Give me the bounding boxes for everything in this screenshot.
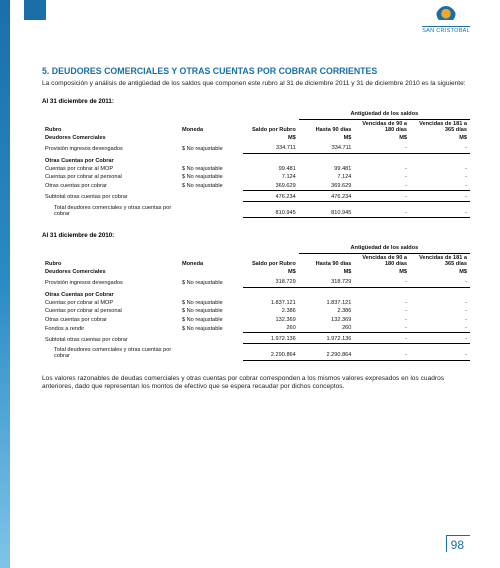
page-number: 98 bbox=[446, 535, 470, 552]
col-moneda: Moneda bbox=[179, 119, 243, 134]
col-h90: Hasta 90 días bbox=[299, 119, 355, 134]
footer-paragraph: Los valores razonables de deudas comerci… bbox=[42, 375, 470, 391]
row-otras-title: Otras Cuentas por Cobrar bbox=[42, 153, 470, 165]
section-title: 5. DEUDORES COMERCIALES Y OTRAS CUENTAS … bbox=[42, 66, 470, 76]
col-saldo: Saldo por Rubro bbox=[243, 119, 299, 134]
table-2011: Al 31 diciembre de 2011: Antigüedad de l… bbox=[42, 98, 470, 218]
intro-paragraph: La composición y análisis de antigüedad … bbox=[42, 80, 470, 88]
table-2011-grid: Antigüedad de los saldos Rubro Moneda Sa… bbox=[42, 110, 470, 218]
page-content: 5. DEUDORES COMERCIALES Y OTRAS CUENTAS … bbox=[42, 66, 470, 391]
brand-logo: SAN CRISTOBAL bbox=[422, 6, 470, 34]
brand-logo-label: SAN CRISTOBAL bbox=[422, 26, 470, 34]
table-2010: Al 31 diciembre de 2010: Antigüedad de l… bbox=[42, 232, 470, 360]
table-2010-grid: Antigüedad de los saldos Rubro Moneda Sa… bbox=[42, 244, 470, 360]
table-2010-date: Al 31 diciembre de 2010: bbox=[42, 232, 470, 239]
row-deudores: Deudores Comerciales bbox=[42, 134, 179, 142]
col-antiguedad: Antigüedad de los saldos bbox=[299, 110, 470, 119]
left-gradient-bar bbox=[0, 0, 10, 568]
col-h365: Vencidas de 181 a 365 días bbox=[410, 119, 470, 134]
table-2011-date: Al 31 diciembre de 2011: bbox=[42, 98, 470, 105]
brand-logo-icon bbox=[435, 6, 457, 20]
col-h180: Vencidas de 90 a 180 días bbox=[354, 119, 410, 134]
row-provision: Provisión ingresos devengados bbox=[42, 142, 179, 153]
top-blue-tab bbox=[24, 0, 46, 20]
col-rubro: Rubro bbox=[42, 119, 179, 134]
